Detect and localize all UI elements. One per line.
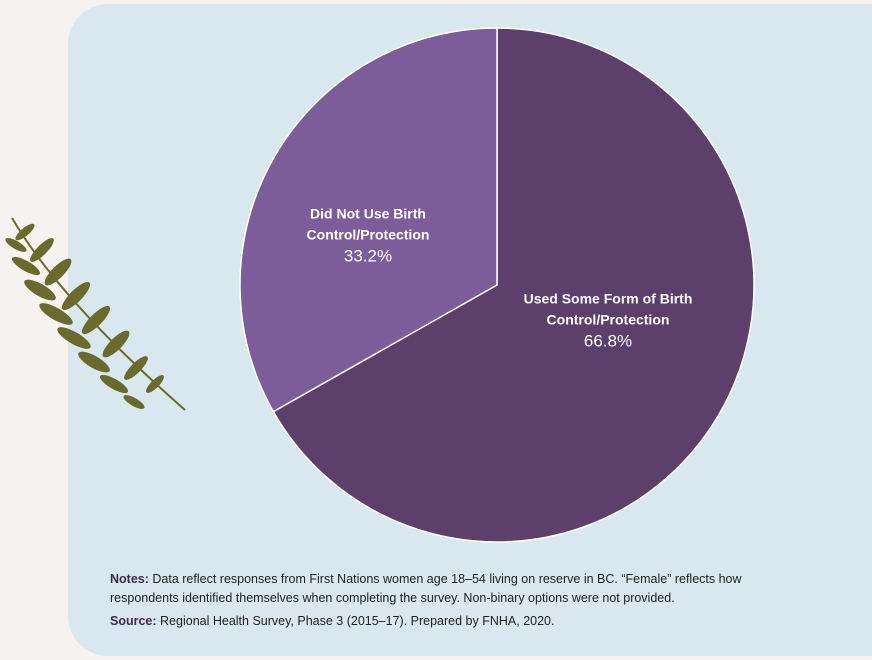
slice-label: Did Not Use Birth Control/Protection 33.2…	[268, 204, 468, 267]
pie-slice	[239, 27, 498, 413]
pie-slice	[272, 27, 755, 543]
footnotes: Notes: Data reflect responses from First…	[110, 570, 810, 635]
source-text: Regional Health Survey, Phase 3 (2015–17…	[160, 614, 555, 628]
source-label: Source:	[110, 614, 157, 628]
slice-name: Did Not Use Birth Control/Protection	[306, 205, 430, 243]
slice-value: 66.8%	[583, 331, 633, 351]
notes: Notes: Data reflect responses from First…	[110, 570, 810, 608]
slice-value: 33.2%	[343, 246, 393, 266]
notes-text: Data reflect responses from First Nation…	[110, 572, 742, 605]
slice-label: Used Some Form of Birth Control/Protecti…	[508, 289, 708, 352]
slice-name: Used Some Form of Birth Control/Protecti…	[523, 290, 693, 328]
notes-label: Notes:	[110, 572, 149, 586]
fern-decoration	[5, 217, 186, 411]
source: Source: Regional Health Survey, Phase 3 …	[110, 612, 810, 631]
